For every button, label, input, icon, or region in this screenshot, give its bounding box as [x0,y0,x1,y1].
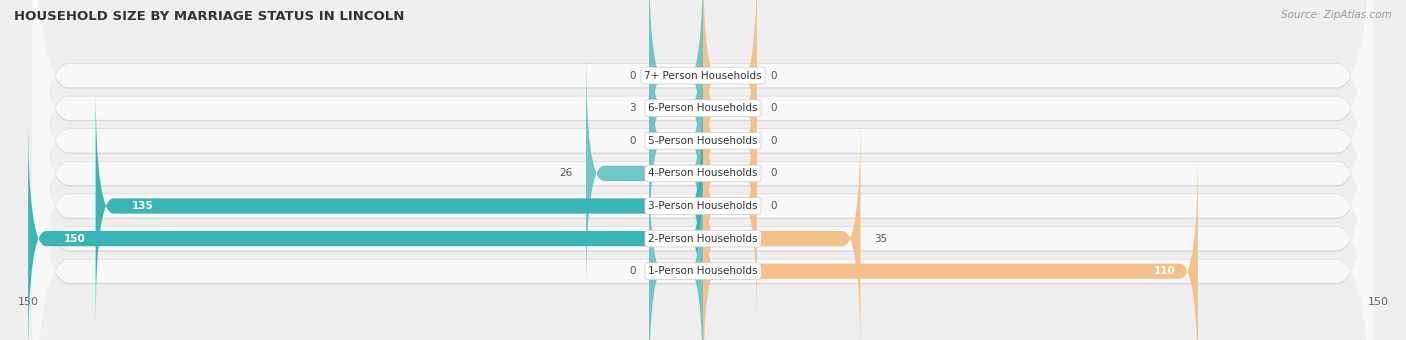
FancyBboxPatch shape [703,83,756,329]
Text: 0: 0 [770,71,778,81]
Text: 5-Person Households: 5-Person Households [648,136,758,146]
Text: 150: 150 [65,234,86,243]
FancyBboxPatch shape [650,0,703,231]
FancyBboxPatch shape [703,0,756,198]
Text: 0: 0 [770,201,778,211]
Text: 110: 110 [1154,266,1175,276]
FancyBboxPatch shape [650,18,703,264]
Text: 135: 135 [132,201,153,211]
Text: 0: 0 [628,266,636,276]
Text: 3: 3 [628,103,636,113]
Text: 3-Person Households: 3-Person Households [648,201,758,211]
FancyBboxPatch shape [96,83,703,329]
FancyBboxPatch shape [703,18,756,264]
FancyBboxPatch shape [703,51,756,296]
FancyBboxPatch shape [650,0,703,198]
FancyBboxPatch shape [32,0,1374,340]
FancyBboxPatch shape [28,116,703,340]
FancyBboxPatch shape [650,149,703,340]
Text: 0: 0 [628,136,636,146]
FancyBboxPatch shape [32,23,1374,340]
Text: 0: 0 [770,136,778,146]
FancyBboxPatch shape [703,0,756,231]
FancyBboxPatch shape [32,0,1374,325]
Text: 35: 35 [875,234,887,243]
FancyBboxPatch shape [32,0,1374,340]
Text: Source: ZipAtlas.com: Source: ZipAtlas.com [1281,10,1392,20]
Text: HOUSEHOLD SIZE BY MARRIAGE STATUS IN LINCOLN: HOUSEHOLD SIZE BY MARRIAGE STATUS IN LIN… [14,10,405,23]
FancyBboxPatch shape [586,51,703,296]
FancyBboxPatch shape [32,0,1374,340]
FancyBboxPatch shape [32,0,1374,324]
FancyBboxPatch shape [32,0,1374,340]
Text: 26: 26 [560,168,572,179]
Text: 0: 0 [628,71,636,81]
FancyBboxPatch shape [32,22,1374,340]
Text: 1-Person Households: 1-Person Households [648,266,758,276]
Text: 7+ Person Households: 7+ Person Households [644,71,762,81]
FancyBboxPatch shape [32,0,1374,340]
Text: 6-Person Households: 6-Person Households [648,103,758,113]
FancyBboxPatch shape [32,0,1374,340]
FancyBboxPatch shape [32,0,1374,340]
FancyBboxPatch shape [703,149,1198,340]
Text: 0: 0 [770,168,778,179]
FancyBboxPatch shape [703,116,860,340]
FancyBboxPatch shape [32,0,1374,340]
Text: 4-Person Households: 4-Person Households [648,168,758,179]
FancyBboxPatch shape [32,0,1374,340]
FancyBboxPatch shape [32,0,1374,340]
Text: 2-Person Households: 2-Person Households [648,234,758,243]
Text: 0: 0 [770,103,778,113]
